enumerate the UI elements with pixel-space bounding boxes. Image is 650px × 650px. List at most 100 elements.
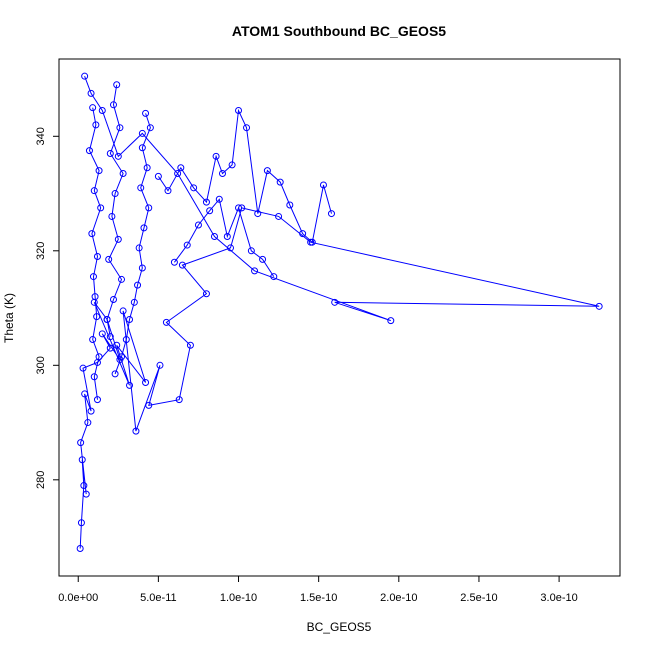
data-point xyxy=(93,313,101,321)
data-point xyxy=(143,164,151,172)
data-point xyxy=(108,212,116,220)
series-line xyxy=(114,113,151,375)
data-point xyxy=(82,490,90,498)
y-axis: 280 300 320 340 xyxy=(35,127,60,489)
data-point xyxy=(183,241,191,249)
data-point xyxy=(95,167,103,175)
data-point xyxy=(76,545,84,553)
data-point xyxy=(387,317,395,325)
chart-title: ATOM1 Southbound BC_GEOS5 xyxy=(232,23,446,39)
data-point xyxy=(174,170,182,178)
data-point xyxy=(126,316,134,324)
data-point xyxy=(103,316,111,324)
data-point xyxy=(106,149,114,157)
data-point xyxy=(154,172,162,180)
data-point xyxy=(90,187,98,195)
data-point xyxy=(116,124,124,132)
y-tick-label: 300 xyxy=(35,356,47,374)
data-point xyxy=(164,187,172,195)
data-point xyxy=(228,161,236,169)
data-point xyxy=(210,232,218,240)
data-point xyxy=(319,181,327,189)
data-point xyxy=(81,390,89,398)
data-point xyxy=(243,124,251,132)
data-point xyxy=(142,109,150,117)
data-point xyxy=(137,184,145,192)
data-point xyxy=(118,353,126,361)
data-point xyxy=(89,273,97,281)
data-point xyxy=(134,281,142,289)
data-point xyxy=(138,264,146,272)
series-line xyxy=(88,107,102,400)
series-layer xyxy=(76,72,603,553)
data-point xyxy=(81,72,89,80)
data-point xyxy=(146,124,154,132)
data-point xyxy=(145,401,153,409)
data-point xyxy=(140,224,148,232)
data-point xyxy=(79,364,87,372)
data-point xyxy=(113,341,121,349)
series-line xyxy=(106,84,124,337)
data-point xyxy=(206,207,214,215)
y-axis-label: Theta (K) xyxy=(2,293,16,343)
data-point xyxy=(122,336,130,344)
x-tick-label: 2.0e-10 xyxy=(380,592,417,604)
series-4 xyxy=(103,81,127,341)
data-point xyxy=(78,456,86,464)
data-point xyxy=(156,361,164,369)
data-point xyxy=(77,439,85,447)
data-point xyxy=(111,370,119,378)
data-point xyxy=(89,104,97,112)
data-point xyxy=(327,210,335,218)
data-point xyxy=(90,373,98,381)
data-point xyxy=(109,295,117,303)
data-point xyxy=(299,230,307,238)
data-point xyxy=(212,152,220,160)
data-point xyxy=(105,255,113,263)
data-point xyxy=(91,293,99,301)
data-point xyxy=(177,164,185,172)
data-point xyxy=(235,204,243,212)
series-3 xyxy=(111,109,154,378)
data-point xyxy=(80,482,88,490)
data-point xyxy=(194,221,202,229)
data-point xyxy=(84,419,92,427)
data-point xyxy=(276,178,284,186)
series-2 xyxy=(85,104,105,404)
y-tick-label: 340 xyxy=(35,127,47,145)
data-point xyxy=(119,170,127,178)
data-point xyxy=(251,267,259,275)
data-point xyxy=(77,519,85,527)
data-point xyxy=(114,152,122,160)
data-point xyxy=(170,258,178,266)
data-point xyxy=(95,353,103,361)
data-point xyxy=(308,238,316,246)
data-point xyxy=(595,302,603,310)
data-point xyxy=(331,298,339,306)
series-line xyxy=(157,108,332,244)
data-point xyxy=(286,201,294,209)
data-point xyxy=(218,170,226,178)
data-point xyxy=(114,235,122,243)
data-point xyxy=(162,318,170,326)
data-point xyxy=(118,275,126,283)
data-point xyxy=(126,381,134,389)
data-point xyxy=(98,330,106,338)
data-point xyxy=(215,195,223,203)
x-axis: 0.0e+00 5.0e-11 1.0e-10 1.5e-10 2.0e-10 2.5e-… xyxy=(58,575,578,604)
data-point xyxy=(138,144,146,152)
data-point xyxy=(227,244,235,252)
data-point xyxy=(202,290,210,298)
series-6 xyxy=(170,195,278,281)
data-point xyxy=(138,129,146,137)
data-point xyxy=(178,261,186,269)
data-point xyxy=(254,210,262,218)
data-point xyxy=(88,230,96,238)
data-point xyxy=(85,147,93,155)
series-5 xyxy=(154,107,335,246)
data-point xyxy=(98,107,106,115)
data-point xyxy=(119,307,127,315)
data-point xyxy=(190,184,198,192)
series-line xyxy=(79,76,600,549)
